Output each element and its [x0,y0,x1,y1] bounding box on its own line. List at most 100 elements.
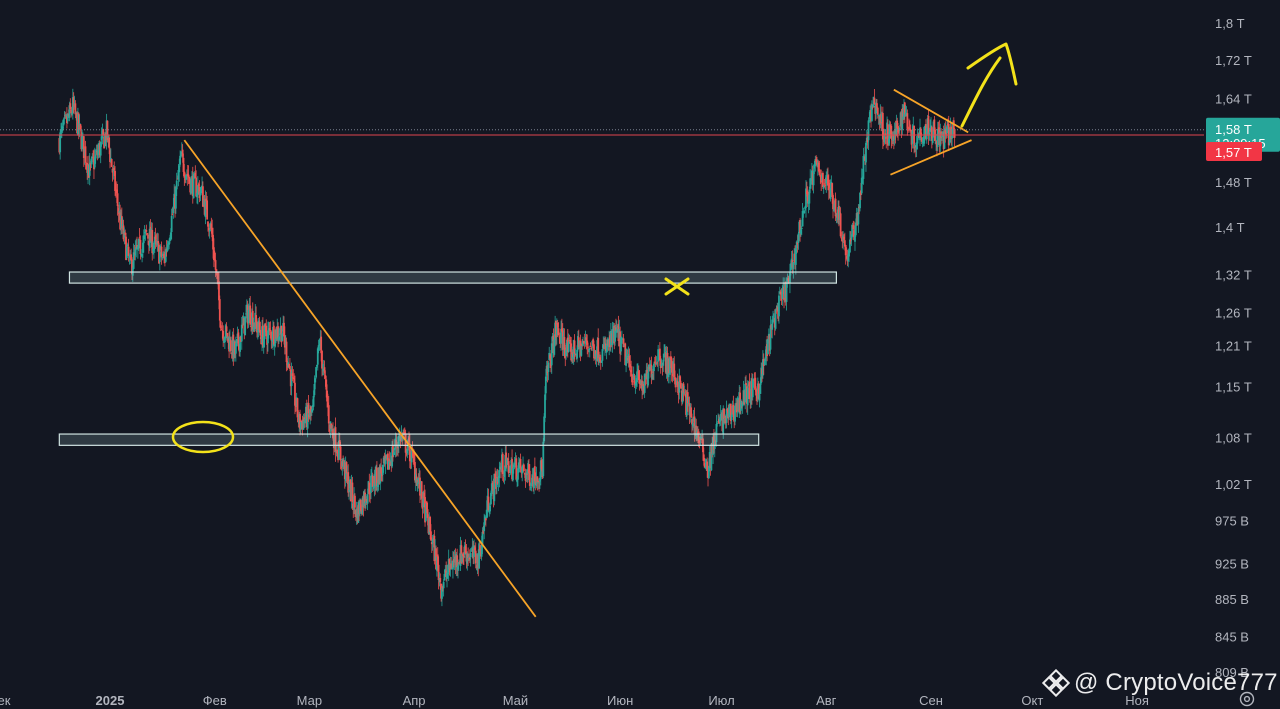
candle-body [795,241,798,249]
candle-body [600,361,603,363]
candle-body [815,159,818,162]
candle-body [888,123,891,139]
trendline-2 [893,88,969,134]
candle-body [258,322,261,331]
candle-body [755,389,758,392]
candle-body [167,245,170,247]
candle-body [839,213,842,237]
candle-body [573,340,576,354]
candle-body [473,547,476,551]
candle-body [93,156,96,168]
candle-body [796,242,799,245]
candle-body [586,340,589,345]
gear-icon[interactable] [1238,690,1256,708]
candle-body [442,581,445,589]
candle-body [336,449,339,454]
candle-body [240,324,243,342]
candle-body [895,122,898,136]
candle-body [597,338,600,362]
candle-body [125,246,128,259]
candle-body [629,364,632,368]
candle-body [691,419,693,425]
candle-body [480,544,483,557]
candle-body [259,329,262,336]
candle-body [898,127,901,131]
candle-body [834,198,837,217]
candle-body [587,346,589,348]
candle-body [847,254,850,261]
price-lines [0,129,1204,136]
candle-body [624,343,627,366]
candle-body [425,501,428,510]
candle-body [760,367,763,384]
candle-body [403,431,406,435]
candle-body [781,288,784,299]
candle-body [699,436,702,440]
candle-body [369,492,372,494]
annotations [171,42,1018,454]
candle-body [813,164,816,169]
candle-body [207,221,209,227]
trendline-3 [890,139,972,176]
candle-body [730,414,733,421]
candle-body [468,557,471,560]
candle-body [216,272,219,279]
candle-body [884,133,887,136]
candle-body [647,373,649,386]
candle-body [865,142,867,163]
candle-body [185,175,187,180]
candle-body [325,379,328,390]
candle-body [517,468,519,480]
candle-body [588,348,590,350]
candle-body [512,465,515,468]
candle-body [163,253,165,258]
price-axis[interactable]: 1,8 Т 1,72 Т 1,64 Т 1,48 Т 1,4 Т 1,32 Т 1,26 Т… [1215,16,1252,680]
candle-body [901,110,904,130]
candle-body [868,120,871,122]
candle-body [669,356,672,360]
x-tick-label: Ноя [1125,693,1149,708]
candle-body [443,573,446,581]
candle-body [658,348,661,361]
time-axis[interactable]: ек 2025 Фев Мар Апр Май Июн Июл Авг Сен Окт Ноя [0,693,1149,708]
candle-body [220,328,223,330]
y-tick-label: 1,32 Т [1215,268,1252,283]
candle-body [309,408,312,417]
candle-body [118,211,121,213]
candle-body [312,396,315,407]
candle-body [544,394,546,418]
candle-body [126,244,129,246]
candle-body [716,422,719,424]
candle-body [804,206,807,210]
candle-body [911,130,914,144]
candle-body [483,522,486,532]
candle-body [436,554,439,566]
candle-body [194,172,197,179]
candle-body [215,269,218,273]
candle-body [920,137,923,142]
y-tick-label: 1,48 Т [1215,175,1252,190]
candle-body [506,458,509,460]
candle-body [501,453,504,475]
candle-body [245,313,247,315]
candle-body [831,183,834,198]
candle-body [491,482,494,484]
candle-body [351,482,354,503]
candle-body [59,132,62,153]
candle-body [829,188,832,199]
candle-body [521,466,524,474]
x-tick-label: Фев [203,693,227,708]
candle-body [897,126,899,132]
candle-body [354,495,356,508]
candle-body [580,345,583,356]
candle-body [818,168,821,175]
candle-body [530,483,533,486]
candle-body [556,322,559,328]
x-tick-label: Апр [403,693,426,708]
candle-body [748,381,751,400]
candle-body [848,250,850,257]
candle-body [61,126,64,129]
candle-body [142,235,145,244]
candle-body [523,473,526,475]
